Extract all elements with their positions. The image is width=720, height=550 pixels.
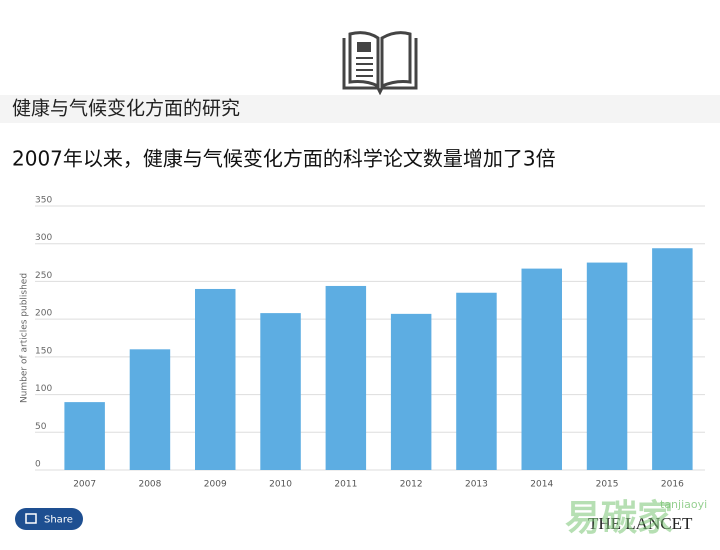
x-tick-label: 2009 (204, 480, 227, 490)
x-tick-label: 2010 (269, 480, 292, 490)
bar (64, 402, 105, 470)
x-tick-label: 2013 (465, 480, 488, 490)
bar (456, 292, 497, 470)
watermark-sub: tanjiaoyi (660, 498, 707, 511)
watermark: 易碳家 (565, 498, 673, 539)
y-tick-label: 50 (35, 422, 47, 432)
x-tick-label: 2016 (661, 480, 684, 490)
share-label[interactable]: Share (44, 515, 73, 526)
y-tick-label: 300 (35, 233, 52, 243)
y-tick-label: 250 (35, 271, 52, 281)
bar (260, 313, 301, 470)
bar (325, 285, 367, 470)
x-tick-label: 2011 (334, 480, 357, 490)
y-axis-label: Number of articles published (20, 273, 30, 403)
x-tick-label: 2015 (596, 480, 619, 490)
bar (390, 313, 432, 470)
bar (521, 268, 562, 470)
y-tick-label: 100 (35, 384, 52, 394)
bar (195, 288, 236, 470)
header: 健康与气候变化方面的研究 (12, 98, 240, 120)
y-tick-label: 200 (35, 309, 52, 319)
y-tick-label: 350 (35, 196, 52, 206)
book-icon (342, 31, 418, 96)
header-band (0, 95, 720, 123)
x-tick-label: 2007 (73, 480, 96, 490)
x-tick-label: 2008 (138, 480, 161, 490)
y-tick-label: 150 (35, 346, 52, 356)
bar (586, 262, 628, 470)
brand: THE LANCET (588, 514, 693, 533)
share-icon[interactable] (25, 513, 37, 524)
y-tick-label: 0 (35, 460, 41, 470)
share-button[interactable]: Share (15, 508, 83, 530)
x-tick-label: 2014 (530, 480, 553, 490)
bar (129, 349, 171, 470)
bar (652, 248, 693, 470)
x-tick-label: 2012 (400, 480, 423, 490)
chart-title: 2007年以来，健康与气候变化方面的科学论文数量增加了3倍 (12, 147, 556, 171)
